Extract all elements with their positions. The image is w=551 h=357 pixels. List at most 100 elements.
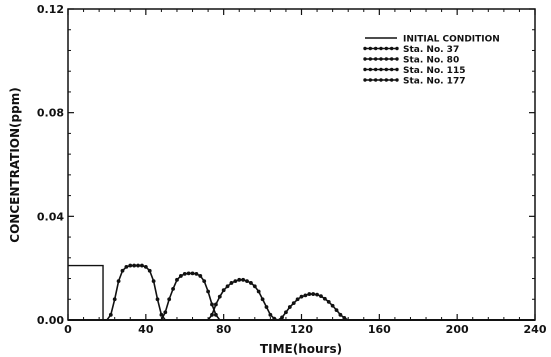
data-point (264, 305, 269, 309)
data-point (151, 279, 156, 284)
legend-marker (363, 57, 367, 61)
ticks-layer: 0 40 80 120 160 200 240 0.00 0.04 0.08 0.12 (37, 3, 547, 336)
plot-frame (67, 8, 536, 321)
data-point (124, 264, 129, 269)
legend-marker (368, 78, 373, 82)
y-tick-label: 0.12 (37, 3, 64, 16)
data-point (245, 279, 249, 284)
data-point (307, 292, 312, 296)
x-tick-label: 0 (64, 323, 72, 336)
legend-item: Sta. No. 115 (363, 66, 465, 76)
data-point (322, 296, 327, 301)
data-point (140, 263, 144, 268)
legend-marker (368, 67, 373, 72)
data-point (237, 277, 242, 282)
data-point (128, 263, 133, 268)
data-point (252, 284, 257, 289)
legend-marker (389, 67, 394, 72)
y-tick-label: 0.04 (37, 210, 64, 223)
data-point (171, 287, 175, 291)
legend-label: Sta. No. 177 (403, 77, 465, 87)
legend-marker (373, 78, 378, 82)
series-4 (68, 292, 535, 321)
legend-marker (384, 78, 389, 82)
data-point (198, 274, 203, 278)
data-point (217, 294, 222, 299)
data-point (213, 302, 218, 307)
legend-marker (379, 57, 383, 61)
data-point (268, 312, 273, 317)
legend-marker (384, 46, 389, 51)
data-point (342, 316, 347, 320)
legend-label: Sta. No. 115 (403, 66, 465, 76)
data-point (303, 293, 308, 298)
data-point (206, 289, 211, 294)
data-point (202, 279, 207, 284)
legend-item: Sta. No. 80 (363, 56, 459, 66)
data-point (178, 274, 183, 278)
legend-marker (395, 78, 399, 82)
data-point (221, 288, 226, 293)
legend-marker (363, 46, 367, 51)
data-point (284, 310, 288, 315)
data-point (311, 292, 316, 296)
data-point (182, 271, 187, 276)
series-line (68, 264, 535, 321)
x-tick-label: 200 (446, 323, 469, 336)
data-point (120, 268, 125, 273)
data-point (291, 301, 296, 306)
y-axis-title: CONCENTRATION(ppm) (8, 87, 22, 242)
legend-marker (379, 78, 383, 82)
x-tick-label: 160 (368, 323, 391, 336)
data-point (132, 263, 137, 268)
data-point (229, 281, 234, 285)
data-point (213, 312, 218, 317)
series-0 (68, 264, 535, 321)
data-point (159, 312, 164, 317)
data-point (280, 315, 284, 320)
legend-marker (373, 46, 378, 51)
legend-marker (368, 46, 373, 51)
data-point (256, 289, 261, 294)
data-point (225, 284, 230, 289)
x-tick-label: 120 (290, 323, 313, 336)
legend-marker (363, 78, 367, 82)
series-layer (68, 263, 535, 321)
data-point (233, 279, 238, 284)
legend-marker (389, 46, 394, 51)
series-3 (68, 277, 535, 321)
y-tick-label: 0.08 (37, 107, 64, 120)
y-tick-label: 0.00 (37, 314, 64, 327)
x-tick-label: 80 (216, 323, 232, 336)
data-point (194, 271, 199, 276)
data-point (147, 268, 152, 273)
data-point (338, 312, 343, 317)
data-point (108, 312, 113, 317)
data-point (260, 297, 265, 302)
legend-label: INITIAL CONDITION (403, 35, 500, 45)
legend-marker (379, 46, 383, 51)
x-tick-label: 240 (524, 323, 547, 336)
data-point (210, 302, 214, 307)
data-point (334, 308, 339, 313)
legend-marker (389, 57, 394, 61)
data-point (190, 271, 195, 276)
data-point (330, 303, 335, 308)
legend-marker (395, 46, 399, 51)
data-point (136, 263, 140, 268)
data-point (241, 277, 246, 282)
data-point (167, 297, 172, 302)
x-tick-label: 40 (138, 323, 154, 336)
legend-marker (373, 67, 378, 72)
legend-marker (395, 57, 399, 61)
data-point (249, 281, 253, 285)
data-point (112, 297, 117, 302)
legend-marker (373, 57, 378, 61)
legend-item: INITIAL CONDITION (365, 35, 500, 45)
legend-marker (368, 57, 373, 61)
data-point (163, 310, 168, 315)
legend-item: Sta. No. 37 (363, 45, 459, 55)
series-line (68, 264, 535, 321)
legend-marker (384, 67, 389, 72)
